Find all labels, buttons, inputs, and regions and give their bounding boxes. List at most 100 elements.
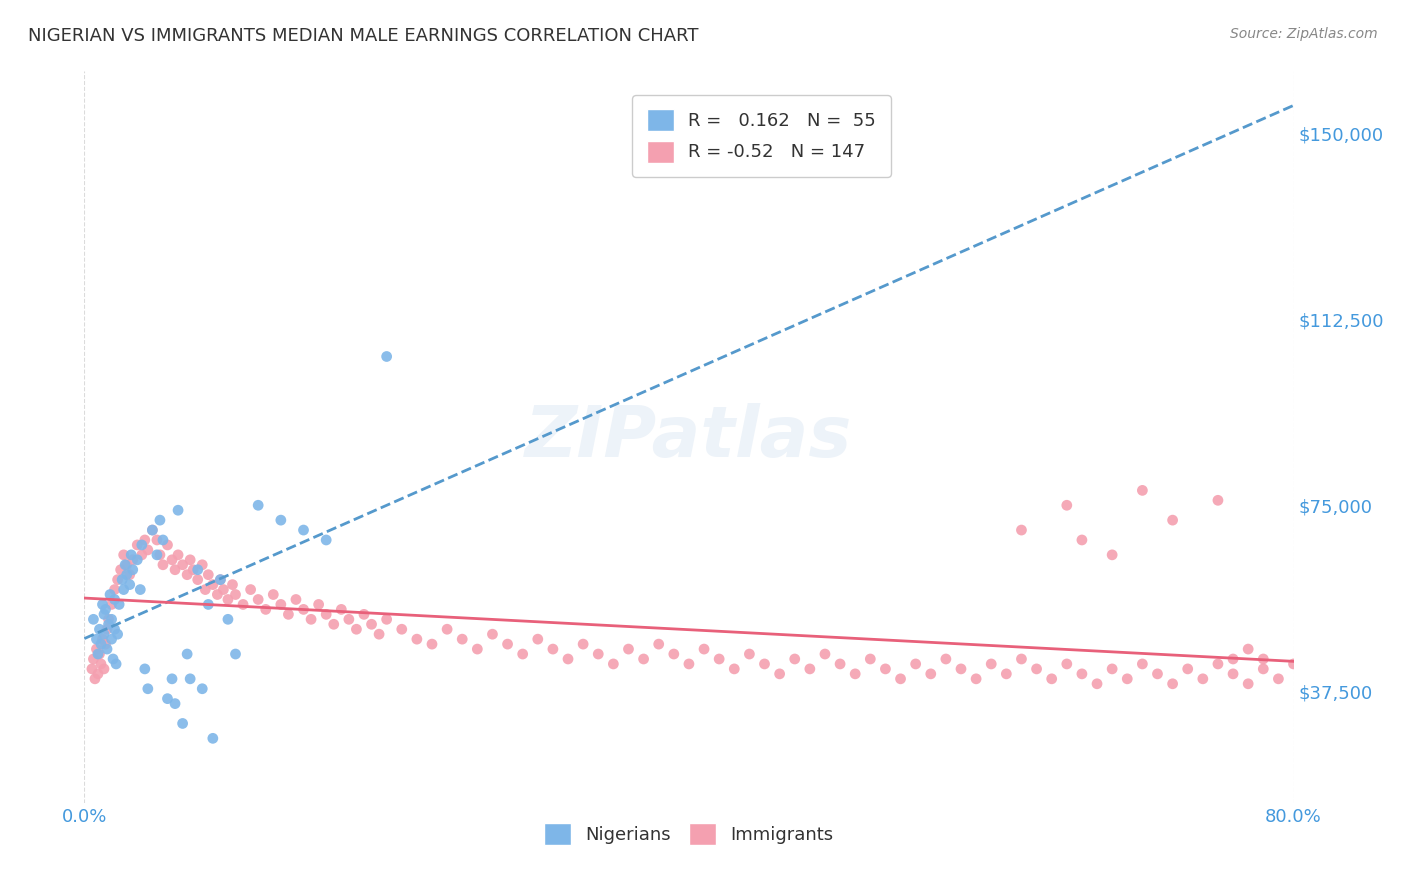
Legend: Nigerians, Immigrants: Nigerians, Immigrants	[537, 816, 841, 852]
Point	[799, 662, 821, 676]
Point	[572, 637, 595, 651]
Point	[723, 662, 745, 676]
Point	[207, 588, 229, 602]
Point	[167, 503, 190, 517]
Point	[648, 637, 671, 651]
Point	[114, 558, 136, 572]
Point	[232, 598, 254, 612]
Point	[270, 513, 292, 527]
Point	[104, 582, 127, 597]
Point	[496, 637, 519, 651]
Point	[194, 582, 217, 597]
Point	[662, 647, 685, 661]
Point	[1101, 548, 1123, 562]
Point	[1116, 672, 1139, 686]
Point	[127, 553, 149, 567]
Text: ZIPatlas: ZIPatlas	[526, 402, 852, 472]
Point	[146, 548, 169, 562]
Point	[191, 558, 214, 572]
Point	[406, 632, 429, 647]
Point	[149, 548, 172, 562]
Point	[225, 588, 247, 602]
Point	[1177, 662, 1199, 676]
Point	[176, 567, 198, 582]
Point	[94, 602, 117, 616]
Point	[197, 598, 219, 612]
Point	[920, 666, 942, 681]
Point	[107, 573, 129, 587]
Point	[89, 647, 111, 661]
Point	[814, 647, 837, 661]
Point	[904, 657, 927, 671]
Point	[94, 637, 117, 651]
Point	[1011, 652, 1033, 666]
Point	[1040, 672, 1063, 686]
Point	[830, 657, 852, 671]
Point	[111, 573, 134, 587]
Point	[141, 523, 163, 537]
Point	[1161, 677, 1184, 691]
Point	[115, 567, 138, 582]
Point	[247, 592, 270, 607]
Point	[201, 577, 224, 591]
Point	[87, 647, 110, 661]
Point	[191, 681, 214, 696]
Point	[160, 672, 183, 686]
Text: NIGERIAN VS IMMIGRANTS MEDIAN MALE EARNINGS CORRELATION CHART: NIGERIAN VS IMMIGRANTS MEDIAN MALE EARNI…	[28, 27, 699, 45]
Point	[152, 533, 174, 547]
Point	[360, 617, 382, 632]
Point	[337, 612, 360, 626]
Point	[1267, 672, 1289, 686]
Point	[1253, 662, 1275, 676]
Point	[104, 592, 127, 607]
Point	[165, 697, 187, 711]
Point	[1130, 483, 1153, 498]
Point	[96, 622, 118, 636]
Point	[512, 647, 534, 661]
Point	[754, 657, 776, 671]
Point	[1192, 672, 1215, 686]
Point	[82, 652, 104, 666]
Point	[292, 602, 315, 616]
Point	[633, 652, 655, 666]
Point	[1056, 657, 1078, 671]
Point	[172, 558, 194, 572]
Point	[86, 642, 108, 657]
Point	[1085, 677, 1108, 691]
Point	[322, 617, 344, 632]
Point	[179, 672, 201, 686]
Point	[541, 642, 564, 657]
Point	[212, 582, 235, 597]
Point	[156, 538, 179, 552]
Point	[167, 548, 190, 562]
Point	[100, 612, 122, 626]
Point	[112, 582, 135, 597]
Point	[93, 627, 115, 641]
Point	[315, 533, 337, 547]
Point	[346, 622, 368, 636]
Point	[375, 612, 398, 626]
Point	[80, 662, 103, 676]
Point	[121, 563, 143, 577]
Point	[118, 567, 141, 582]
Point	[156, 691, 179, 706]
Point	[187, 563, 209, 577]
Point	[299, 612, 322, 626]
Point	[285, 592, 308, 607]
Point	[118, 577, 141, 591]
Point	[1071, 533, 1094, 547]
Point	[1011, 523, 1033, 537]
Point	[375, 350, 398, 364]
Point	[112, 548, 135, 562]
Point	[96, 642, 118, 657]
Point	[467, 642, 489, 657]
Point	[890, 672, 912, 686]
Point	[693, 642, 716, 657]
Point	[107, 627, 129, 641]
Point	[179, 553, 201, 567]
Point	[875, 662, 897, 676]
Point	[247, 498, 270, 512]
Point	[308, 598, 330, 612]
Point	[315, 607, 337, 622]
Point	[181, 563, 204, 577]
